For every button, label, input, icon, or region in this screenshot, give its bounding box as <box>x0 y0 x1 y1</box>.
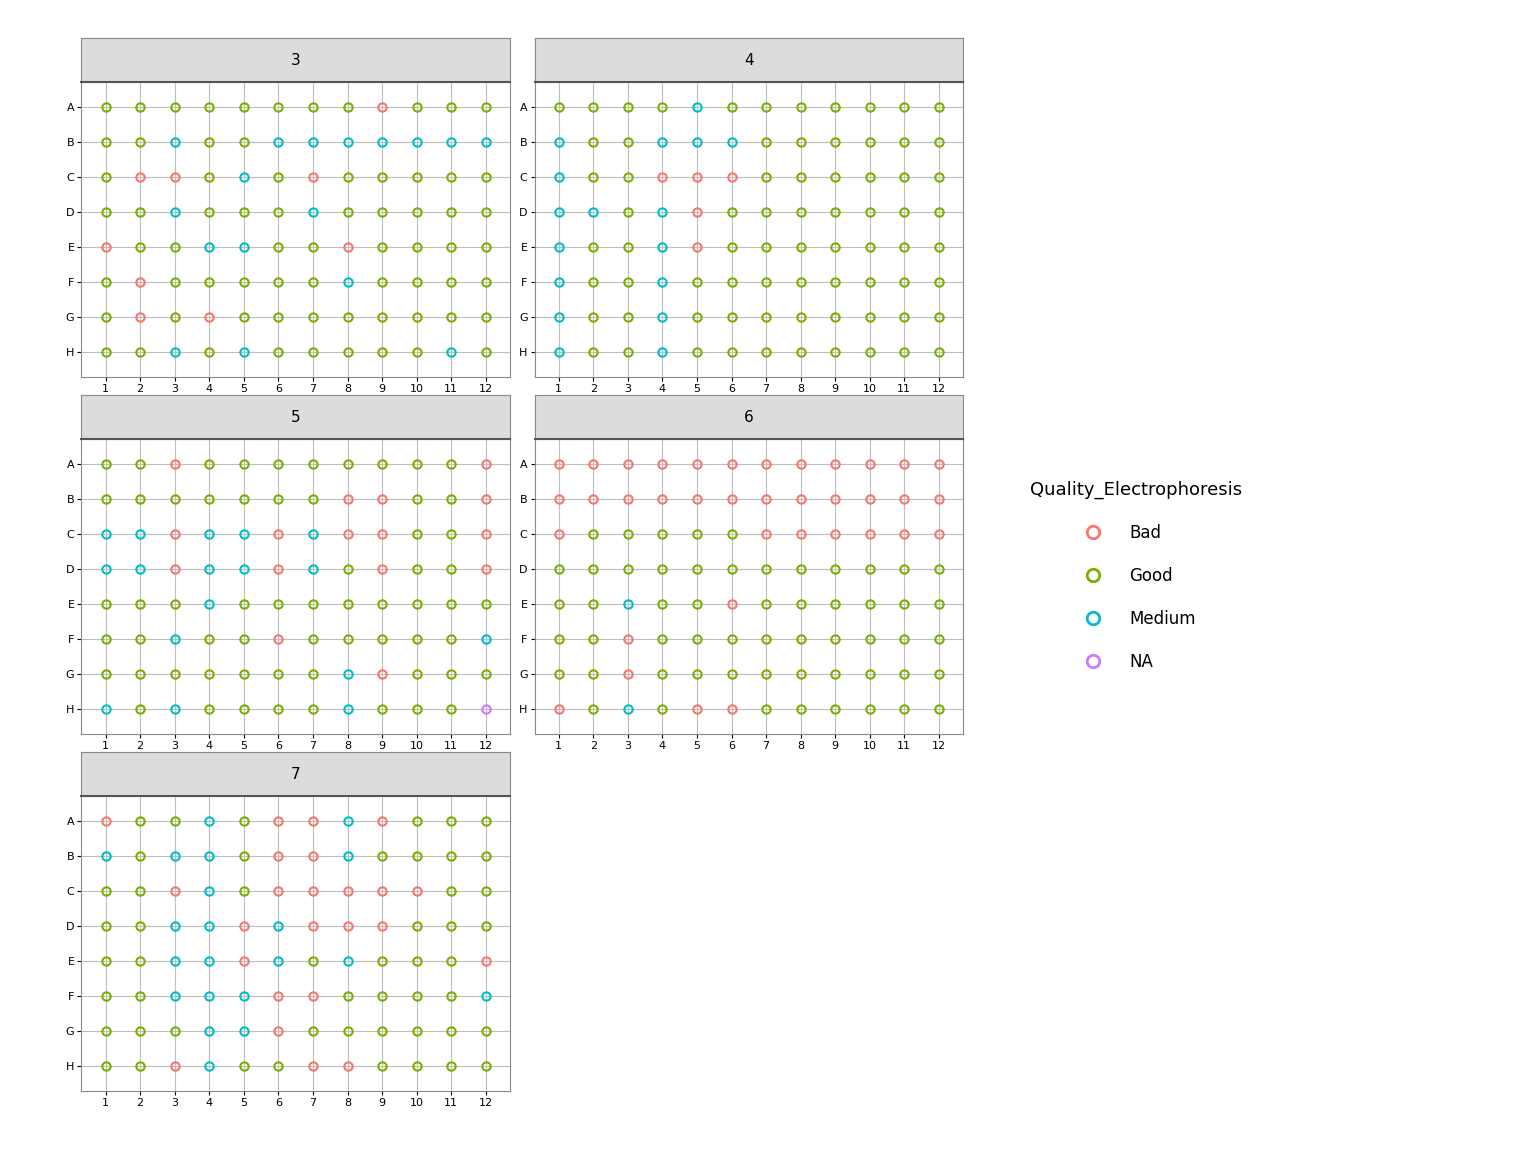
Text: 5: 5 <box>290 410 301 425</box>
Text: 6: 6 <box>743 410 754 425</box>
Text: 7: 7 <box>290 767 301 782</box>
Legend: Bad, Good, Medium, NA: Bad, Good, Medium, NA <box>1029 480 1243 672</box>
Text: 4: 4 <box>743 53 754 68</box>
Text: 3: 3 <box>290 53 301 68</box>
